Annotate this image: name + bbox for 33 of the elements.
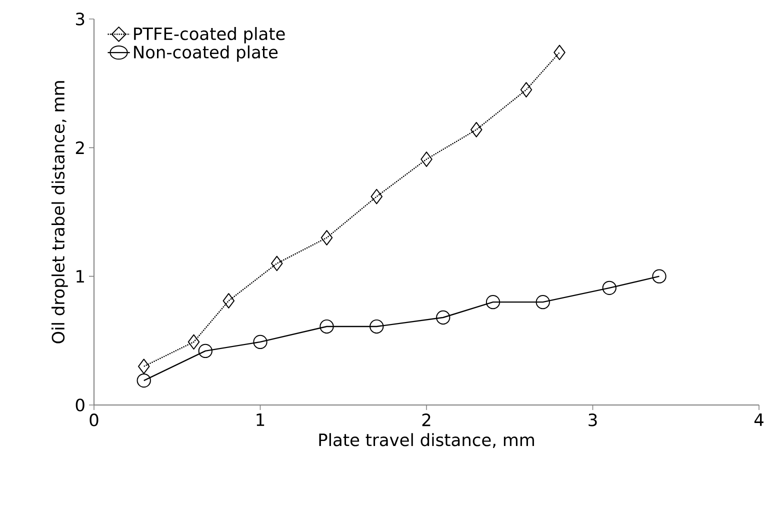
point	[486, 294, 500, 310]
y-axis-title: Oil droplet trabel distance, mm	[51, 81, 68, 344]
point	[138, 358, 150, 374]
x-axis-title: Plate travel distance, mm	[319, 433, 534, 448]
point	[188, 334, 200, 350]
x-tick-label: 2	[422, 413, 430, 426]
point	[222, 293, 235, 308]
point	[420, 152, 432, 167]
point	[536, 294, 550, 310]
legend-label: Non-coated plate	[134, 45, 278, 62]
point	[436, 310, 450, 325]
point	[253, 334, 268, 350]
point	[554, 44, 566, 60]
point	[370, 319, 384, 334]
y-tick-label: 2	[76, 141, 84, 154]
point	[320, 230, 333, 246]
x-tick-label: 1	[256, 414, 264, 426]
y-tick-label: 1	[76, 270, 84, 283]
point	[652, 269, 666, 284]
point	[270, 256, 283, 272]
point	[520, 82, 532, 98]
x-tick-label: 3	[588, 413, 597, 426]
point	[320, 319, 334, 334]
x-tick-label: 0	[90, 413, 98, 426]
point	[198, 344, 212, 358]
point	[602, 280, 616, 295]
y-tick-label: 3	[76, 12, 84, 26]
x-tick-label: 4	[754, 414, 764, 426]
point	[470, 122, 482, 138]
legend-label: PTFE-coated plate	[134, 27, 285, 44]
point	[370, 188, 383, 204]
y-tick-label: 0	[76, 398, 84, 412]
point	[136, 373, 151, 388]
